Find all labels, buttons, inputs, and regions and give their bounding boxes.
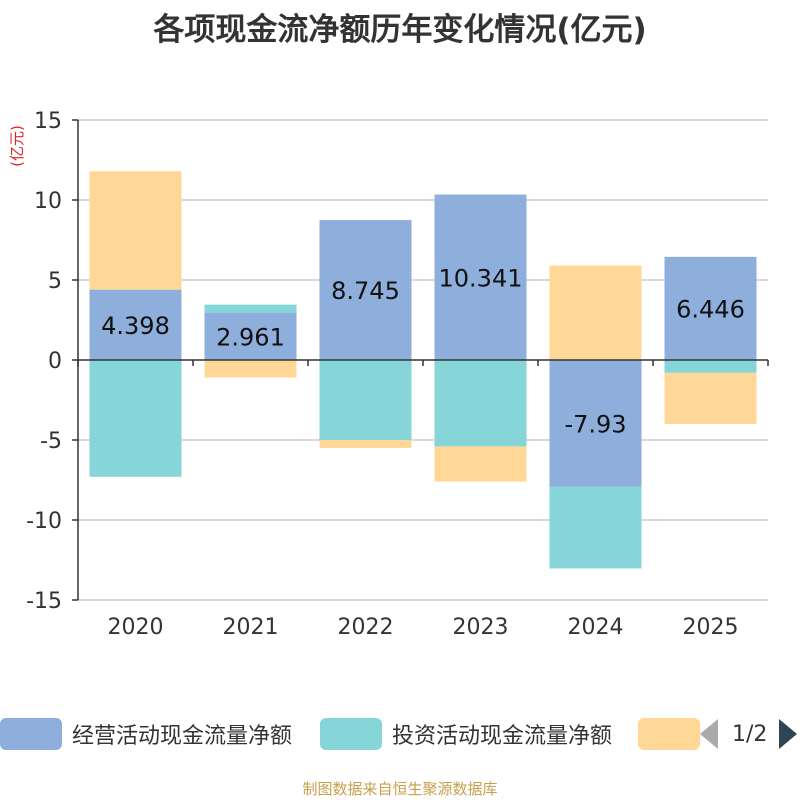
bar-operating-2025[interactable] [664, 256, 757, 360]
bar-investing-2020[interactable] [89, 360, 182, 477]
bar-financing-2022[interactable] [319, 440, 412, 448]
x-tick-label-2022: 2022 [338, 615, 394, 640]
x-tick-label-2020: 2020 [108, 615, 164, 640]
y-axis-unit-label: (亿元) [8, 125, 26, 167]
bar-operating-2021[interactable] [204, 312, 297, 360]
x-tick-label-2025: 2025 [683, 615, 739, 640]
legend-swatch-operating [0, 718, 62, 750]
legend-label-operating: 经营活动现金流量净额 [72, 724, 293, 749]
bar-operating-2024[interactable] [549, 360, 642, 487]
bar-financing-2024[interactable] [549, 265, 642, 360]
y-tick-label: -5 [40, 429, 62, 454]
legend-next-page-icon[interactable] [779, 719, 798, 749]
legend-item-operating[interactable]: 经营活动现金流量净额 [0, 716, 292, 752]
y-tick-label: 5 [48, 269, 62, 294]
y-tick-label: 0 [48, 349, 62, 374]
bar-investing-2023[interactable] [434, 360, 527, 447]
data-label-operating-2022: 8.745 [331, 277, 400, 305]
legend-page-indicator: 1/2 [732, 721, 768, 747]
bar-financing-2021[interactable] [204, 360, 297, 378]
bar-financing-2025[interactable] [664, 372, 757, 424]
legend-swatch-financing [638, 718, 700, 750]
bar-investing-2025[interactable] [664, 360, 757, 373]
data-label-operating-2024: -7.93 [564, 410, 626, 438]
chart-title: 各项现金流净额历年变化情况(亿元) [153, 12, 647, 48]
data-label-operating-2021: 2.961 [216, 323, 285, 351]
bar-financing-2023[interactable] [434, 446, 527, 482]
chart-canvas: 15 10 5 0 -5 -10 -15 (亿元) 2020 2021 2022 2023 2024 20… [8, 109, 769, 640]
x-tick-label-2023: 2023 [453, 615, 509, 640]
data-label-operating-2023: 10.341 [439, 264, 523, 292]
bar-investing-2024[interactable] [549, 486, 642, 569]
x-tick-label-2021: 2021 [223, 615, 279, 640]
legend-swatch-investing [320, 718, 382, 750]
y-tick-label: -10 [26, 509, 62, 534]
y-tick-label: -15 [26, 589, 62, 614]
legend-prev-page-icon[interactable] [700, 719, 718, 749]
legend-pager: 1/2 [700, 716, 798, 752]
data-label-operating-2020: 4.398 [101, 312, 170, 340]
legend-item-financing[interactable] [638, 716, 710, 752]
bar-operating-2022[interactable] [319, 220, 412, 360]
bar-operating-2023[interactable] [434, 194, 527, 360]
data-source-note: 制图数据来自恒生聚源数据库 [302, 780, 498, 798]
legend: 经营活动现金流量净额 投资活动现金流量净额 1/2 [0, 716, 800, 752]
y-tick-label: 15 [34, 109, 62, 134]
bar-financing-2020[interactable] [89, 171, 182, 290]
bar-operating-2020[interactable] [89, 289, 182, 360]
y-tick-label: 10 [34, 189, 62, 214]
legend-item-investing[interactable]: 投资活动现金流量净额 [320, 716, 612, 752]
bar-investing-2021[interactable] [204, 304, 297, 313]
data-label-operating-2025: 6.446 [676, 295, 745, 323]
legend-label-investing: 投资活动现金流量净额 [392, 724, 613, 749]
x-tick-label-2024: 2024 [568, 615, 624, 640]
bar-investing-2022[interactable] [319, 360, 412, 440]
